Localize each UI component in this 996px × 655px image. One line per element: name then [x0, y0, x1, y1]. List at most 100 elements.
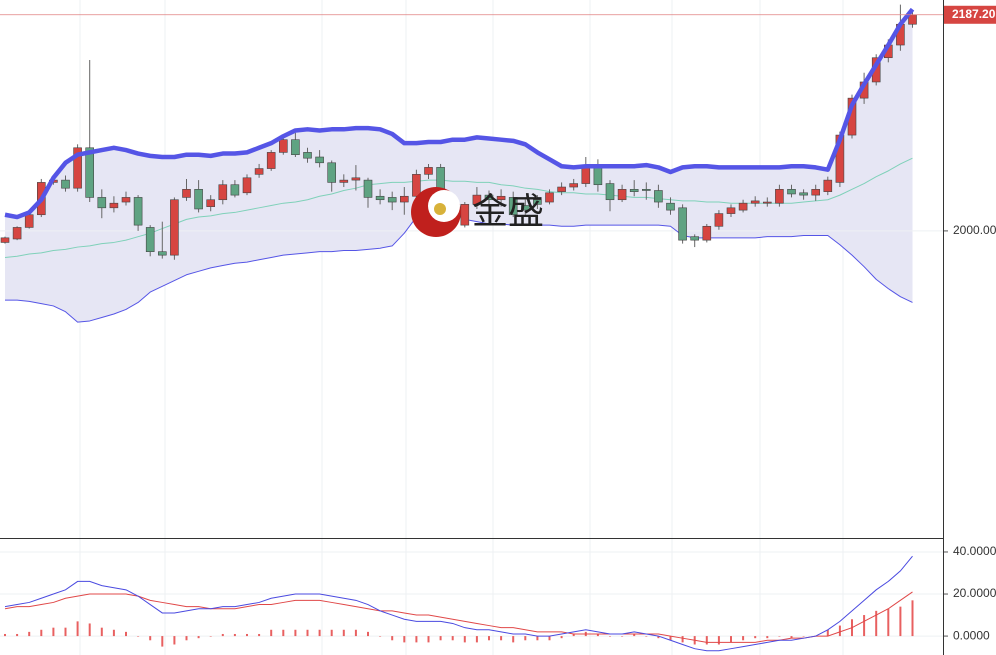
candle-body [351, 177, 361, 181]
candle-body [738, 202, 748, 211]
macd-hist-bar [887, 608, 890, 637]
macd-hist-bar [572, 633, 575, 637]
candle-body [533, 199, 542, 205]
macd-hist-bar [246, 633, 248, 637]
candle-body [787, 189, 796, 195]
candle-body [230, 184, 240, 196]
candle-body [291, 139, 300, 156]
candle-body [605, 183, 615, 201]
macd-hist-bar [742, 636, 745, 641]
macd-hist-bar [669, 636, 672, 641]
candle-body [557, 186, 566, 192]
macd-hist-bar [560, 636, 563, 639]
macd-hist-bar [802, 636, 805, 637]
macd-hist-bar [40, 629, 43, 637]
candle-body [266, 152, 276, 169]
last-price-label: 2187.20 [952, 7, 996, 21]
candle-body [472, 194, 482, 205]
macd-hist-bar [766, 636, 769, 639]
candle-body [617, 189, 627, 201]
macd-hist-bar [754, 636, 757, 639]
candle-body [315, 156, 324, 164]
candle-body [581, 167, 591, 184]
last-price-badge [944, 5, 996, 24]
macd-hist-bar [475, 636, 478, 643]
candle-body [750, 200, 760, 204]
macd-hist-bar [197, 636, 200, 639]
macd-hist-bar [899, 606, 902, 637]
macd-hist-bar [354, 629, 357, 637]
macd-hist-bar [270, 629, 273, 637]
candle-body [145, 227, 155, 252]
macd-hist-bar [500, 636, 503, 641]
y-tick-label: 40.0000 [953, 544, 996, 558]
macd-hist-bar [64, 627, 67, 637]
macd-hist-bar [209, 636, 212, 637]
candle-body [278, 139, 288, 153]
candle-body [327, 162, 337, 183]
macd-hist-bar [233, 633, 236, 637]
candle-body [97, 197, 107, 209]
candle-body [508, 197, 518, 216]
candle-body [375, 195, 385, 201]
candle-body [339, 179, 349, 183]
macd-hist-bar [161, 636, 164, 647]
watermark: 金盛 [411, 187, 544, 237]
candle-body [218, 184, 228, 201]
macd-hist-bar [645, 636, 648, 637]
macd-hist-bar [911, 600, 914, 637]
macd-hist-bar [415, 636, 418, 643]
macd-hist-bar [221, 633, 224, 637]
macd-hist-bar [112, 629, 115, 637]
candle-body [399, 195, 409, 203]
candle-body [242, 177, 252, 194]
macd-hist-bar [609, 636, 611, 637]
middle-band [4, 157, 913, 258]
macd-hist-bar [403, 636, 406, 643]
candle-body [484, 194, 494, 201]
macd-hist-bar [367, 631, 369, 637]
candle-body [569, 183, 579, 188]
macd-hist-bar [391, 636, 394, 641]
macd-hist-bar [427, 636, 430, 643]
macd-hist-bar [88, 623, 91, 637]
macd-hist-bar [379, 636, 382, 637]
macd-hist-bar [439, 636, 442, 641]
macd-hist-bar [137, 636, 140, 637]
candle-body [0, 237, 10, 243]
candle-body [641, 189, 651, 191]
logo-dot [434, 203, 446, 215]
candle-body [593, 167, 603, 186]
macd-hist-bar [512, 636, 515, 643]
macd-hist-bar [657, 636, 660, 639]
macd-hist-bar [536, 636, 539, 641]
macd-hist-bar [705, 636, 708, 645]
candle-body [121, 197, 131, 203]
macd-hist-bar [294, 629, 297, 637]
candle-body [460, 204, 470, 226]
macd-hist-bar [717, 636, 720, 645]
macd-hist-bar [488, 636, 490, 641]
dif-line [4, 555, 913, 652]
upper-band [4, 7, 915, 220]
candle-body [496, 195, 506, 201]
macd-hist-bar [125, 631, 127, 637]
candle-body [194, 189, 203, 210]
candle-body [109, 202, 119, 209]
macd-hist-bar [621, 636, 624, 637]
candle-body [714, 213, 724, 227]
macd-hist-bar [28, 631, 31, 637]
macd-hist-bar [185, 636, 188, 641]
candle-body [363, 179, 373, 198]
macd-hist-bar [318, 629, 321, 637]
macd-hist-bar [173, 636, 176, 645]
macd-hist-bar [282, 629, 285, 637]
candle-body [775, 189, 784, 204]
candle-body [702, 225, 712, 241]
macd-hist-bar [306, 629, 309, 637]
dea-line [4, 591, 913, 643]
macd-hist-bar [463, 636, 466, 643]
candle-body [678, 207, 687, 241]
